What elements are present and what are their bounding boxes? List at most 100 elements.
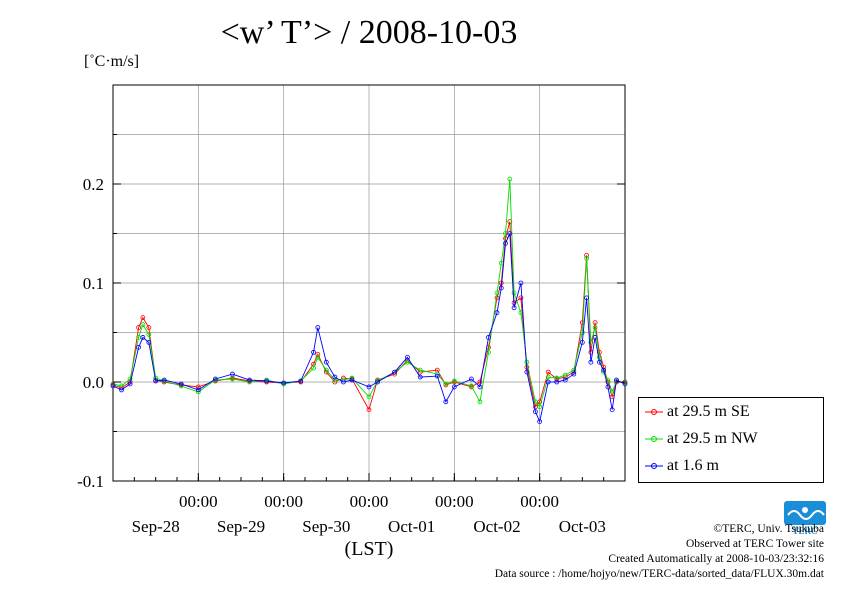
chart-title: <w’ T’> / 2008-10-03 — [220, 14, 518, 51]
data-point — [247, 377, 252, 383]
series-1 — [110, 176, 628, 410]
data-point — [119, 387, 124, 393]
data-point — [311, 365, 316, 371]
data-point — [518, 295, 524, 301]
data-point — [451, 378, 457, 384]
data-point — [597, 354, 602, 360]
data-point — [195, 384, 201, 390]
data-point — [212, 376, 218, 382]
data-point — [451, 384, 457, 390]
data-point — [511, 290, 517, 296]
data-point — [592, 325, 598, 330]
data-point — [597, 359, 602, 365]
data-point — [503, 240, 508, 246]
data-point — [584, 295, 589, 301]
x-tick-time-label: 00:00 — [264, 492, 303, 511]
grid-lines — [113, 85, 625, 481]
legend-label-low: at 1.6 m — [667, 457, 719, 474]
data-point — [366, 407, 372, 413]
data-point — [315, 354, 321, 360]
legend-item-nw: at 29.5 m NW — [645, 428, 758, 450]
legend-marker-green — [645, 436, 663, 443]
data-point — [477, 399, 483, 405]
data-point — [468, 383, 474, 389]
x-axis-ticks: 00:00 00:00 00:00 00:00 00:00 Sep-28 Sep-29 Sep… — [132, 473, 606, 536]
data-point — [518, 280, 524, 286]
data-point — [524, 369, 530, 375]
legend-label-nw: at 29.5 m NW — [667, 430, 758, 447]
observed-text: Observed at TERC Tower site — [685, 538, 824, 550]
data-point — [323, 367, 329, 373]
data-point — [584, 252, 589, 258]
data-point — [404, 359, 410, 365]
data-point — [507, 176, 513, 182]
data-point — [533, 409, 538, 415]
data-point — [609, 407, 615, 413]
data-point — [315, 325, 321, 330]
legend-marker-red — [645, 409, 663, 416]
data-point — [601, 367, 607, 373]
data-point — [417, 367, 423, 373]
data-point — [230, 371, 235, 377]
data-point — [468, 376, 474, 382]
data-point — [434, 373, 440, 379]
x-day-label: Oct-01 — [388, 517, 435, 536]
y-axis-unit-label: [˚C·m/s] — [84, 53, 140, 70]
data-point — [161, 377, 167, 383]
series-line — [112, 179, 626, 408]
data-point — [614, 377, 619, 383]
data-point — [498, 285, 504, 291]
data-point — [486, 349, 491, 355]
legend-marker-blue — [645, 463, 663, 470]
data-point — [494, 290, 500, 296]
data-point — [281, 380, 287, 386]
x-day-label: Oct-03 — [559, 517, 606, 536]
data-point — [417, 374, 423, 380]
data-point — [230, 376, 235, 382]
data-point — [140, 315, 146, 321]
legend: at 29.5 m SE at 29.5 m NW at 1.6 m — [638, 397, 824, 483]
data-point — [579, 339, 585, 345]
data-point — [605, 384, 611, 390]
data-point — [264, 378, 270, 384]
x-day-label: Sep-28 — [132, 517, 180, 536]
svg-text:TERC: TERC — [792, 526, 817, 536]
x-day-label: Sep-30 — [302, 517, 350, 536]
data-point — [562, 377, 568, 383]
data-point — [443, 399, 449, 405]
data-point — [511, 305, 517, 311]
data-point — [562, 372, 568, 378]
data-point — [494, 310, 500, 316]
x-tick-time-label: 00:00 — [435, 492, 474, 511]
data-point — [340, 379, 346, 385]
data-point — [146, 339, 152, 345]
data-point — [332, 377, 338, 383]
x-tick-time-label: 00:00 — [520, 492, 559, 511]
data-point — [323, 359, 329, 365]
data-point — [311, 349, 316, 355]
data-point — [588, 339, 594, 345]
data-point — [136, 325, 142, 330]
data-point — [140, 322, 146, 327]
data-point — [404, 354, 410, 360]
data-point — [127, 376, 133, 382]
data-point — [127, 381, 133, 387]
credits-block: ©TERC, Univ. Tsukuba Observed at TERC To… — [495, 522, 824, 582]
y-tick-label: 0.2 — [83, 175, 104, 194]
data-point — [140, 335, 146, 340]
data-point — [584, 255, 589, 261]
data-point — [579, 330, 585, 335]
data-point — [545, 379, 551, 385]
data-point — [545, 369, 551, 375]
data-point — [315, 351, 321, 357]
data-point — [545, 374, 551, 380]
terc-logo-icon: TERC — [784, 501, 826, 536]
x-tick-time-label: 00:00 — [179, 492, 218, 511]
legend-label-se: at 29.5 m SE — [667, 403, 750, 420]
data-point — [349, 377, 355, 383]
x-day-label: Sep-29 — [217, 517, 265, 536]
data-point — [366, 384, 372, 390]
data-point — [486, 335, 491, 340]
data-point — [375, 379, 380, 385]
